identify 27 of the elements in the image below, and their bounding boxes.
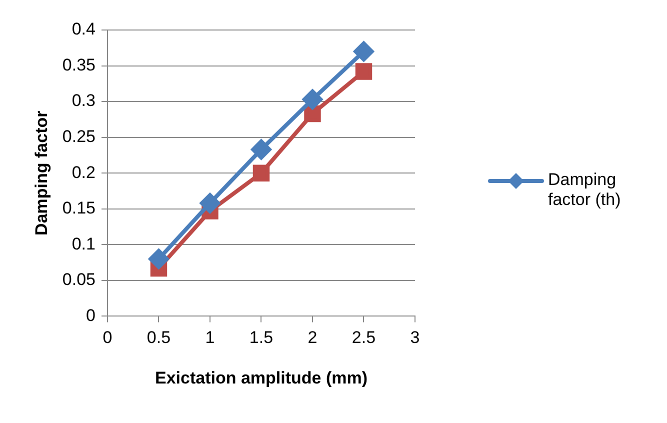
y-tick-label: 0.25 <box>62 127 96 146</box>
y-tick-label: 0.35 <box>62 55 96 74</box>
y-tick-label: 0.2 <box>72 162 96 182</box>
point <box>148 248 169 269</box>
x-tick-label: 1 <box>205 328 215 348</box>
point <box>354 41 374 62</box>
x-tick-label: 3 <box>410 328 420 348</box>
y-tick-label: 0.3 <box>72 91 96 110</box>
point <box>302 89 322 110</box>
point <box>252 164 270 182</box>
x-tick-label: 1.5 <box>249 328 274 348</box>
x-axis-title: Exictation amplitude (mm) <box>154 368 368 388</box>
x-tick-label: 0 <box>102 328 112 348</box>
x-tick-label: 2 <box>308 328 318 348</box>
point <box>251 139 272 160</box>
y-tick-label: 0 <box>86 306 96 325</box>
point <box>200 193 220 214</box>
y-tick-label: 0.1 <box>72 234 96 254</box>
x-tick-label: 2.5 <box>352 328 376 348</box>
point <box>355 63 372 80</box>
x-tick-label: 0.5 <box>146 328 171 348</box>
y-axis-title: Damping factor <box>32 110 51 236</box>
y-tick-label: 0.15 <box>62 198 96 218</box>
point <box>304 105 321 122</box>
y-tick-label: 0.4 <box>72 20 96 39</box>
y-tick-label: 0.05 <box>62 270 96 290</box>
legend-label: Damping factor (th) <box>548 170 622 210</box>
